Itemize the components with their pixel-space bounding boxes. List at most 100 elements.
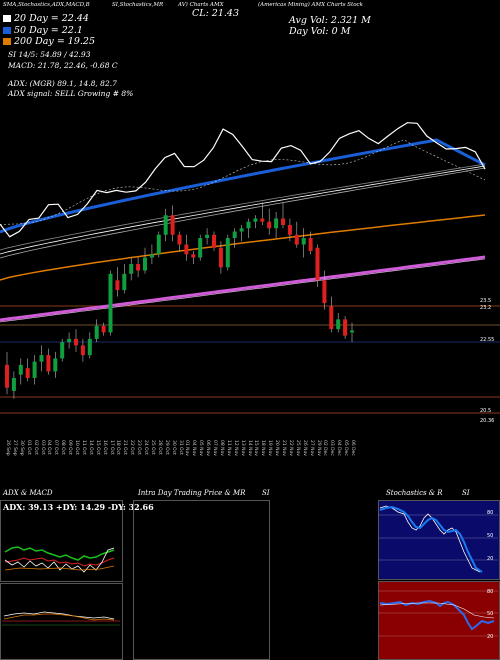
- candle-body: [184, 244, 189, 255]
- stoch-panel-title: Stochastics & R: [386, 489, 443, 497]
- x-tick-label: 30 Sep: [18, 440, 24, 456]
- x-tick-label: 18 Oct: [115, 440, 121, 455]
- x-tick-label: 29 Nov: [315, 440, 321, 456]
- candle-body: [322, 280, 327, 304]
- rsi-lines-chart: [378, 590, 498, 637]
- close-label: CL: 21.43: [192, 8, 239, 19]
- adx-lines-chart: [4, 546, 115, 573]
- legend-si: SI 14/5: 54.89 / 42.93: [8, 50, 91, 59]
- x-tick-label: 01 Oct: [25, 440, 31, 455]
- stoch-si: SI: [462, 489, 470, 497]
- price-chart: [0, 122, 500, 414]
- candle-body: [191, 254, 196, 258]
- macd-line: [3, 611, 115, 620]
- legend-swatch-200: [3, 38, 11, 45]
- adx-main-line: [4, 547, 115, 573]
- candle-body: [115, 280, 120, 291]
- candle-body: [129, 264, 134, 274]
- x-tick-label: 03 Oct: [39, 440, 45, 455]
- rsi-label-50: 50: [487, 611, 494, 617]
- x-tick-label: 25 Oct: [149, 440, 155, 455]
- right-label-1: 23.5: [480, 298, 492, 304]
- candle-body: [205, 234, 210, 239]
- ema-line-2: [0, 165, 486, 255]
- candle-body: [122, 273, 127, 291]
- candle-body: [25, 368, 30, 378]
- candle-body: [246, 221, 251, 229]
- x-tick-label: 25 Nov: [294, 440, 300, 456]
- rsi-label-80: 80: [487, 589, 494, 595]
- candle-body: [267, 221, 272, 229]
- x-tick-label: 22 Oct: [129, 440, 135, 455]
- candle-body: [350, 330, 354, 333]
- x-tick-label: 15 Nov: [253, 440, 259, 456]
- candle-body: [198, 238, 203, 258]
- x-tick-label: 02 Dec: [322, 440, 328, 456]
- menu-stock[interactable]: (Americas Mining) AMX Charts Stock: [258, 2, 363, 8]
- stochastics-lines-chart: [378, 505, 498, 573]
- x-tick-label: 27 Nov: [308, 440, 314, 456]
- adx-plus-line: [4, 546, 115, 561]
- right-label-3: 22.55: [480, 337, 495, 343]
- candle-body: [329, 306, 334, 330]
- x-tick-label: 12 Nov: [232, 440, 238, 456]
- menu-sma[interactable]: SMA,Stochastics,ADX,MACD,B: [3, 2, 90, 8]
- candle-body: [108, 273, 113, 333]
- candle-body: [156, 234, 161, 255]
- legend-20day: 20 Day = 22.44: [14, 13, 89, 24]
- x-tick-label: 10 Oct: [74, 440, 79, 455]
- menu-si[interactable]: SI,Stochastics,MR: [112, 2, 164, 8]
- candle-body: [281, 218, 285, 225]
- x-tick-label: 15 Oct: [94, 440, 100, 455]
- candle-body: [32, 361, 37, 378]
- candle-body: [239, 228, 244, 232]
- x-tick-label: 13 Nov: [239, 440, 245, 456]
- candle-body: [149, 254, 154, 258]
- candle-body: [212, 234, 216, 248]
- x-tick-label: 06 Nov: [205, 440, 211, 456]
- x-tick-label: 04 Dec: [336, 440, 342, 456]
- x-tick-label: 17 Oct: [108, 440, 114, 455]
- candle-body: [218, 247, 223, 268]
- rsi-signal-line: [379, 602, 495, 619]
- x-tick-label: 05 Dec: [343, 440, 349, 456]
- intraday-si: SI: [262, 489, 270, 497]
- x-tick-label: 21 Oct: [122, 440, 128, 455]
- rsi-label-20: 20: [487, 634, 494, 640]
- candle-body: [60, 342, 65, 359]
- legend-swatch-20: [3, 15, 11, 22]
- legend-macd: MACD: 21.78, 22.46, -0.68 C: [8, 61, 118, 70]
- x-tick-label: 07 Nov: [212, 440, 217, 456]
- candle-body: [53, 358, 58, 372]
- right-label-2: 23.2: [480, 305, 492, 311]
- candle-body: [18, 364, 23, 375]
- stoch-k-line: [379, 505, 481, 573]
- adx-minus-line: [4, 557, 115, 567]
- x-tick-label: 26 Nov: [301, 440, 307, 456]
- candle-body: [87, 338, 92, 356]
- x-tick-label: 09 Oct: [67, 440, 73, 455]
- candle-body: [315, 247, 320, 281]
- adx-line-1: ADX: (MGR) 89.1, 14.8, 82.7: [8, 79, 117, 88]
- stoch-label-80: 80: [487, 510, 494, 516]
- rsi-main-line: [379, 599, 495, 631]
- x-tick-label: 02 Oct: [32, 440, 38, 455]
- macd-signal-line: [3, 613, 115, 621]
- legend-swatch-50: [3, 27, 11, 34]
- x-tick-label: 31 Oct: [177, 440, 183, 455]
- x-tick-label: 29 Oct: [163, 440, 169, 455]
- candle-body: [287, 225, 292, 235]
- x-tick-label: 06 Dec: [350, 440, 355, 456]
- intraday-panel: [133, 500, 270, 660]
- candle-body: [274, 218, 279, 229]
- candle-body: [232, 231, 237, 239]
- x-tick-label: 26 Sep: [5, 440, 10, 456]
- x-tick-label: 30 Oct: [170, 440, 176, 455]
- stoch-label-50: 50: [487, 533, 494, 539]
- candle-body: [39, 355, 44, 362]
- x-tick-label: 11 Oct: [80, 440, 86, 455]
- menu-charts[interactable]: AV) Charts AMX: [178, 2, 224, 8]
- x-tick-label: 28 Oct: [156, 440, 162, 455]
- adx-readout: ADX: 39.13 +DY: 14.29 -DY: 32.66: [3, 502, 154, 512]
- candle-body: [170, 215, 175, 235]
